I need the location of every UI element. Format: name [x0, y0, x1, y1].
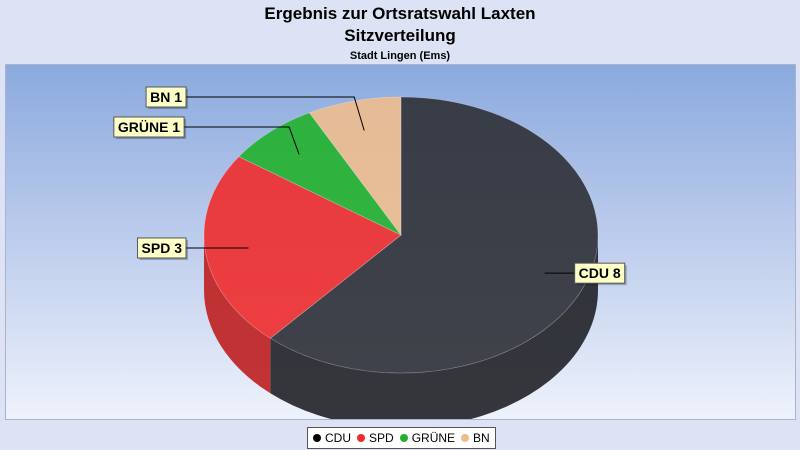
legend-label: CDU: [325, 431, 351, 445]
legend-label: BN: [473, 431, 490, 445]
pie-chart: CDU 8 SPD 3 GRÜNE 1 BN 1: [113, 86, 627, 419]
legend-item-cdu: CDU: [313, 431, 351, 445]
pie-slice-spd[interactable]: [203, 156, 402, 339]
pie-slice-bn[interactable]: [308, 96, 402, 237]
chart-subtitle: Sitzverteilung: [344, 26, 456, 45]
label-cdu: CDU 8: [574, 262, 627, 286]
chart-title: Ergebnis zur Ortsratswahl Laxten: [264, 4, 536, 23]
legend-item-gruene: GRÜNE: [399, 431, 456, 445]
label-text-gruene: GRÜNE 1: [118, 119, 180, 135]
chart-caption: Stadt Lingen (Ems): [349, 50, 451, 62]
label-box-spd: [137, 237, 187, 259]
legend-item-bn: BN: [461, 431, 490, 445]
label-text-cdu: CDU 8: [579, 265, 621, 281]
legend-marker-icon: [461, 434, 470, 442]
plot-area: CDU 8 SPD 3 GRÜNE 1 BN 1: [5, 64, 796, 420]
pie-side-cdu: [270, 235, 598, 419]
label-spd: SPD 3: [137, 237, 188, 260]
label-box-cdu: [574, 262, 626, 284]
label-text-bn: BN 1: [150, 89, 182, 105]
pie-side-spd: [204, 235, 271, 394]
legend: CDU SPD GRÜNE BN: [307, 427, 496, 449]
pie-slice-gruene[interactable]: [238, 112, 402, 236]
label-leader-bn: [186, 96, 365, 131]
label-text-spd: SPD 3: [142, 240, 183, 256]
legend-label: GRÜNE: [411, 431, 456, 445]
label-box-gruene: [113, 116, 185, 138]
legend-item-spd: SPD: [357, 431, 394, 445]
legend-label: SPD: [369, 431, 394, 445]
label-bn: BN 1: [145, 86, 188, 109]
label-leader-gruene: [184, 126, 300, 155]
legend-marker-icon: [313, 434, 321, 442]
label-gruene: GRÜNE 1: [113, 116, 187, 139]
label-box-bn: [145, 86, 187, 108]
pie-slice-cdu[interactable]: [269, 96, 599, 374]
legend-marker-icon: [357, 434, 365, 442]
legend-marker-icon: [399, 434, 408, 442]
